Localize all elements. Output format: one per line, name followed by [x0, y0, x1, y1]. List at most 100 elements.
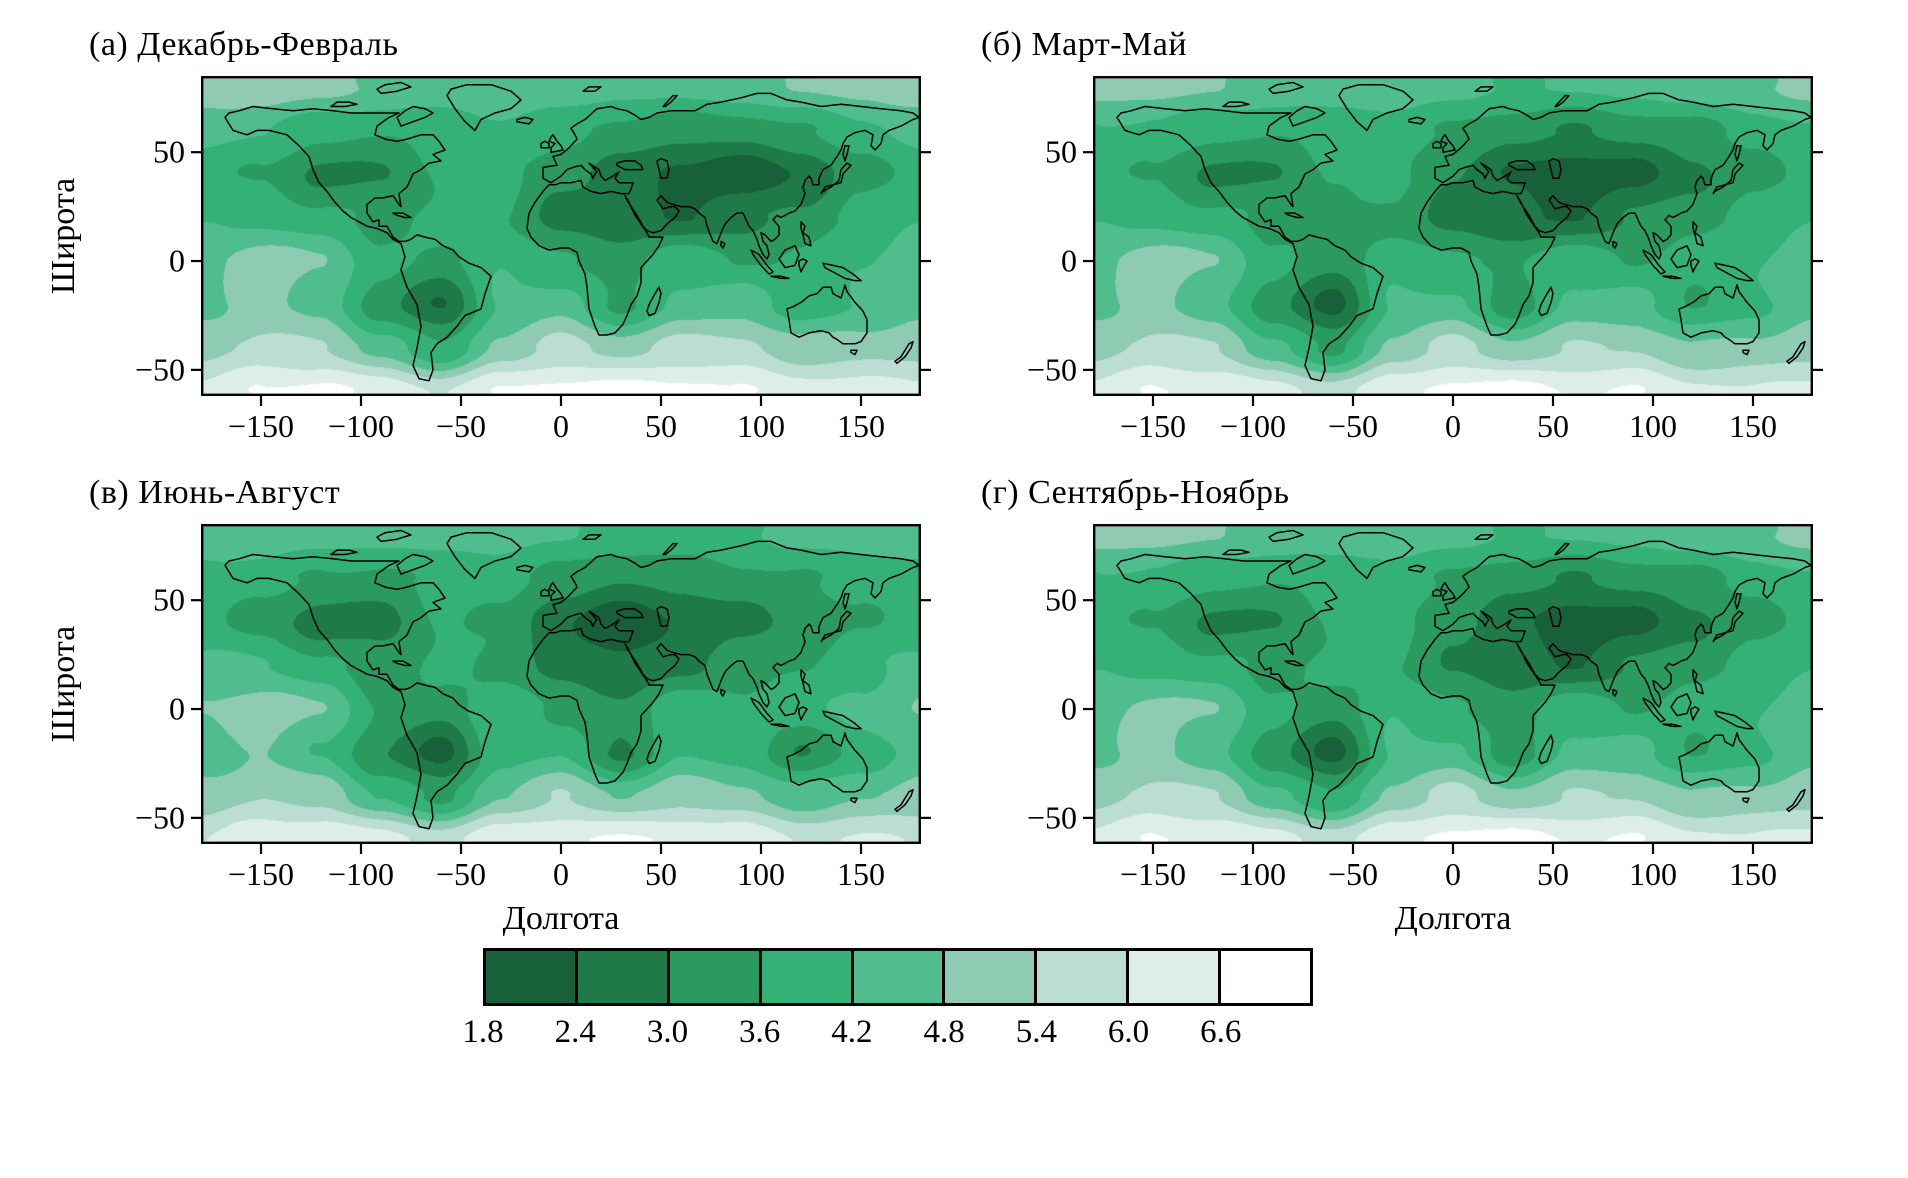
- y-axis-label: Широта: [45, 625, 83, 743]
- colorbar: 1.8 2.4 3.0 3.6 4.2 4.8 5.4 6.0 6.6: [462, 948, 1313, 1056]
- coastline-overlay: [191, 76, 931, 406]
- coastline-path: [1440, 134, 1456, 153]
- coastline-path: [446, 83, 522, 132]
- coastline-path: [1692, 669, 1704, 695]
- colorbar-segment: [758, 951, 851, 1003]
- coastline-path: [616, 608, 644, 619]
- coastline-path: [224, 553, 492, 830]
- coastline-path: [446, 531, 522, 580]
- panel-title: (в) Июнь-Август: [89, 474, 341, 511]
- coastline-path: [376, 529, 412, 543]
- coastline-overlay: [1083, 524, 1823, 854]
- colorbar-tick-label: 5.4: [1015, 1014, 1057, 1050]
- coastline-path: [720, 240, 726, 249]
- x-tick-label: −50: [1327, 856, 1379, 892]
- plot-frame: [1093, 76, 1813, 397]
- x-axis-ticks: −150 −100 −50 0 50 100 150: [201, 844, 921, 894]
- coastline-path: [1116, 105, 1384, 382]
- coastline-path: [822, 262, 862, 282]
- coastline-path: [1432, 588, 1442, 597]
- coastline-path: [842, 144, 850, 162]
- coastline-path: [1712, 610, 1744, 643]
- coastline-path: [720, 688, 726, 697]
- coastline-path: [548, 582, 564, 601]
- coastline-path: [778, 245, 800, 269]
- contour-field-canvas: [1093, 524, 1813, 844]
- coastline-path: [822, 710, 862, 730]
- colorbar-segment: [574, 951, 667, 1003]
- x-tick-label: −50: [1327, 408, 1379, 444]
- coastline-path: [616, 160, 644, 171]
- x-tick-label: 100: [737, 408, 785, 444]
- y-tick-label: −50: [1026, 351, 1077, 388]
- coastline-path: [1692, 221, 1704, 247]
- coastline-path: [516, 564, 534, 573]
- x-tick-label: 0: [553, 408, 569, 444]
- coastline-path: [786, 284, 868, 345]
- coastline-path: [656, 157, 670, 180]
- x-tick-label: −50: [435, 856, 487, 892]
- coastline-path: [224, 105, 492, 382]
- coastline-path: [1284, 212, 1304, 219]
- coastline-path: [1670, 245, 1692, 269]
- contour-field-canvas: [201, 524, 921, 844]
- coastline-path: [1268, 81, 1304, 95]
- coastline-path: [1734, 592, 1742, 610]
- y-tick-label: 50: [1045, 133, 1077, 170]
- y-tick-label: 50: [1045, 581, 1077, 618]
- x-tick-label: 150: [837, 856, 885, 892]
- plot-frame: [201, 76, 921, 397]
- coastline-path: [646, 286, 662, 317]
- x-tick-label: 0: [1445, 408, 1461, 444]
- coastline-path: [1642, 697, 1666, 723]
- coastline-path: [396, 553, 434, 575]
- coastline-path: [540, 140, 550, 149]
- coastline-path: [330, 549, 358, 556]
- x-tick-label: 150: [837, 408, 885, 444]
- coastline-path: [1474, 534, 1494, 540]
- coastline-path: [1742, 797, 1750, 804]
- x-tick-label: 50: [1537, 408, 1569, 444]
- coastline-path: [820, 162, 852, 195]
- y-tick-label: −50: [134, 351, 185, 388]
- contour-field-canvas: [1093, 76, 1813, 396]
- y-tick-label: 50: [153, 133, 185, 170]
- coastline-path: [1554, 542, 1570, 556]
- map-plot: 50 0 −50 −150 −100 −50 0 50 100 150: [1027, 524, 1823, 892]
- y-tick-label: −50: [134, 799, 185, 836]
- coastline-path: [1338, 83, 1414, 132]
- x-tick-label: −50: [435, 408, 487, 444]
- coastline-path: [526, 540, 920, 784]
- coastline-path: [1612, 688, 1618, 697]
- coastline-path: [1408, 564, 1426, 573]
- map-plot: Широта 50 0 −50 −150 −100 −50 0 50 100 150: [45, 524, 931, 892]
- coastline-path: [1288, 553, 1326, 575]
- coastline-path: [750, 697, 774, 723]
- coastline-path: [1418, 92, 1812, 336]
- y-axis-label-wrap: Широта: [33, 76, 95, 396]
- x-tick-label: −150: [227, 856, 295, 892]
- coastline-path: [1786, 788, 1806, 813]
- x-tick-label: −150: [1119, 856, 1187, 892]
- plot-frame: [201, 524, 921, 845]
- colorbar-segment: [942, 951, 1035, 1003]
- x-tick-label: −100: [1219, 408, 1287, 444]
- coastline-path: [540, 588, 550, 597]
- x-axis-label: Долгота: [502, 900, 620, 937]
- coastline-path: [842, 592, 850, 610]
- x-tick-label: 150: [1729, 856, 1777, 892]
- y-tick-label: 0: [169, 690, 185, 727]
- contour-field-canvas: [201, 76, 921, 396]
- coastline-path: [662, 94, 678, 108]
- panel-dec-feb: (а) Декабрь-Февраль Широта 50 0 −50 −150 −1…: [45, 26, 931, 444]
- coastline-path: [800, 669, 812, 695]
- coastline-path: [770, 275, 790, 280]
- map-plot: 50 0 −50 −150 −100 −50 0 50 100 150: [1027, 76, 1823, 444]
- colorbar-tick-label: 3.6: [739, 1014, 781, 1050]
- coastline-path: [1548, 605, 1562, 628]
- y-tick-label: 0: [1061, 690, 1077, 727]
- coastline-path: [1548, 157, 1562, 180]
- coastline-overlay: [1083, 76, 1823, 406]
- y-axis-label: Широта: [45, 177, 83, 295]
- colorbar-tick-label: 6.0: [1107, 1014, 1150, 1050]
